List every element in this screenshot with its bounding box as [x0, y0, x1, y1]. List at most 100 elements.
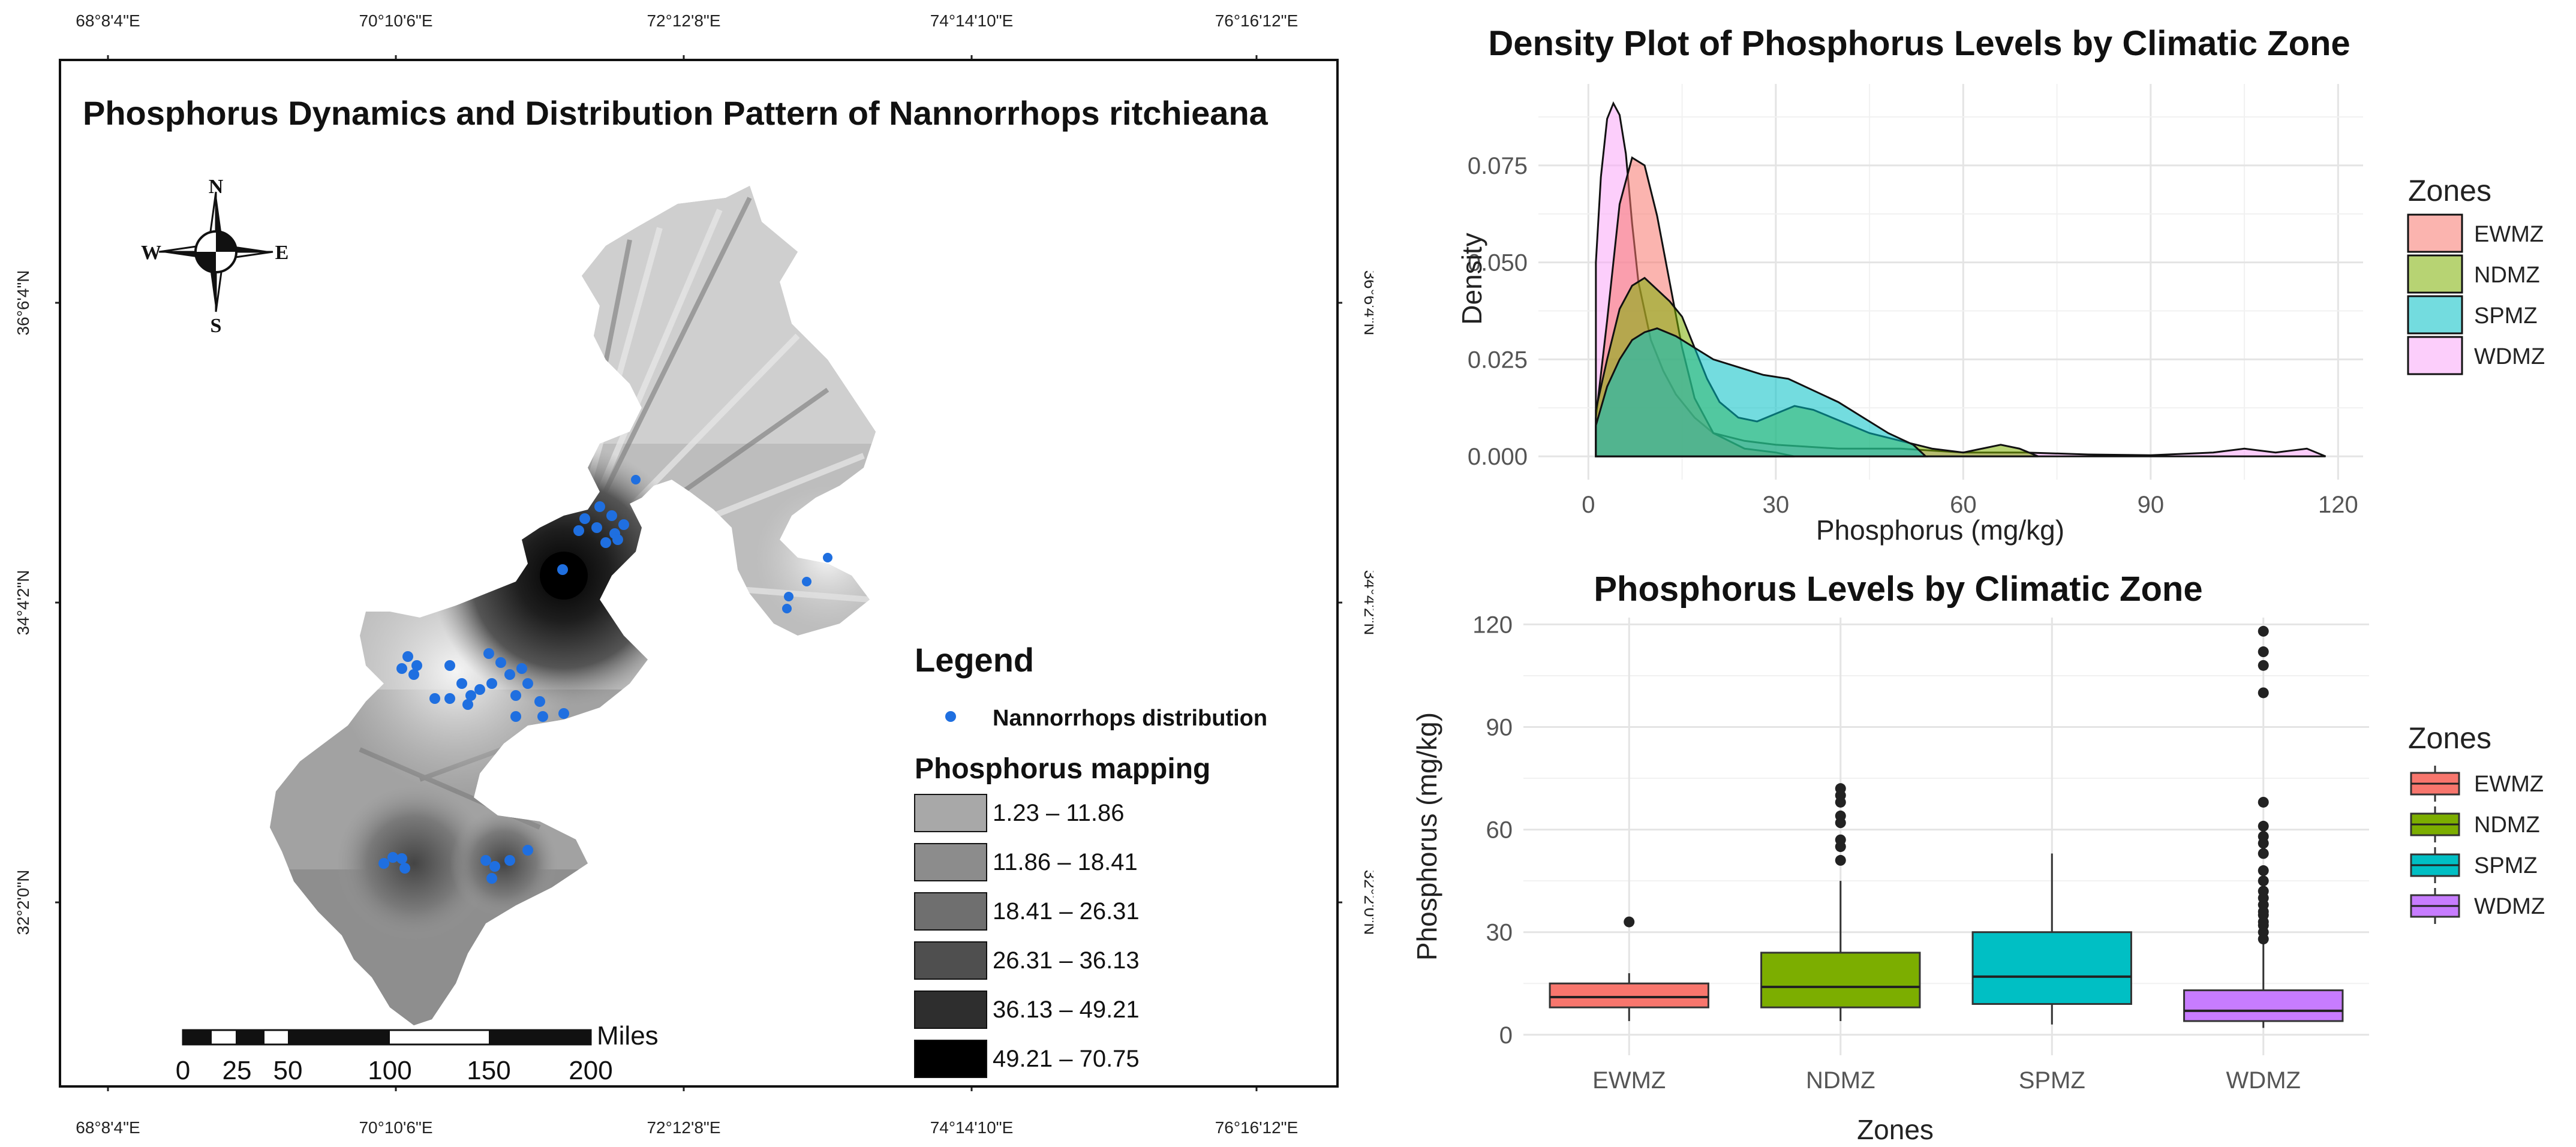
- density-areas: [1595, 101, 2326, 457]
- outlier-wdmz-17: [2258, 660, 2269, 671]
- outlier-ndmz-4: [1835, 810, 1846, 821]
- outlier-ndmz-2: [1835, 834, 1846, 845]
- boxplot-xtick-spmz: SPMZ: [2019, 1067, 2085, 1094]
- compass-w: W: [141, 242, 161, 264]
- boxplot-xtick-ewmz: EWMZ: [1592, 1067, 1666, 1094]
- class-label-5: 36.13 – 49.21: [993, 997, 1140, 1023]
- class-label-1: 1.23 – 11.86: [993, 800, 1124, 826]
- top-coord-4: 74°14'10"E: [930, 11, 1014, 30]
- scale-bar: Miles 0 25 50 100 150 200: [176, 1021, 659, 1085]
- class-label-2: 11.86 – 18.41: [993, 849, 1138, 875]
- boxplot-legend: EWMZ NDMZ SPMZ WDMZ: [2410, 766, 2545, 924]
- outlier-wdmz-14: [2258, 820, 2269, 832]
- density-xtick-30: 30: [1763, 492, 1790, 518]
- box-ndmz: [1760, 952, 1921, 1008]
- bottom-longitude-labels: 68°8'4"E 70°10'6"E 72°12'8"E 74°14'10"E …: [76, 1118, 1298, 1137]
- left-latitude-labels: 36°6'4"N 34°4'2"N 32°2'0"N: [14, 270, 32, 935]
- compass-n: N: [209, 176, 224, 198]
- boxplot-legend-label-ewmz: EWMZ: [2474, 772, 2544, 797]
- density-ytick-2: 0.050: [1468, 250, 1528, 276]
- density-legend-label-ndmz: NDMZ: [2474, 263, 2540, 288]
- outlier-wdmz-9: [2258, 875, 2269, 887]
- class-label-6: 49.21 – 70.75: [993, 1046, 1140, 1072]
- right-lat-3: 32°2'0"N: [1361, 870, 1373, 935]
- top-coord-2: 70°10'6"E: [359, 11, 432, 30]
- density-legend-title: Zones: [2408, 174, 2491, 207]
- density-x-axis-title: Phosphorus (mg/kg): [1816, 514, 2064, 546]
- density-legend-swatch-wdmz: [2407, 336, 2463, 375]
- bottom-coord-4: 74°14'10"E: [930, 1118, 1014, 1137]
- scale-label-200: 200: [569, 1056, 612, 1085]
- outlier-wdmz-10: [2258, 865, 2269, 877]
- left-lat-1: 36°6'4"N: [14, 270, 32, 336]
- box-wdmz: [2183, 989, 2344, 1022]
- outlier-wdmz-8: [2258, 886, 2269, 897]
- boxplot-ytick-0: 0: [1499, 1022, 1513, 1049]
- density-y-axis-title: Density: [1456, 233, 1487, 324]
- density-legend-swatch-ewmz: [2407, 213, 2463, 253]
- boxplot-chart: Phosphorus Levels by Climatic Zone EWMZ N…: [1411, 570, 2545, 1145]
- top-coord-5: 76°16'12"E: [1215, 11, 1298, 30]
- class-label-3: 18.41 – 26.31: [993, 898, 1140, 925]
- boxplot-y-axis-title: Phosphorus (mg/kg): [1411, 712, 1442, 961]
- bottom-coord-2: 70°10'6"E: [359, 1118, 432, 1137]
- class-label-4: 26.31 – 36.13: [993, 947, 1140, 974]
- density-legend-label-spmz: SPMZ: [2474, 303, 2538, 329]
- density-legend-swatch-ndmz: [2407, 254, 2463, 294]
- top-longitude-labels: 68°8'4"E 70°10'6"E 72°12'8"E 74°14'10"E …: [76, 11, 1298, 30]
- scale-label-50: 50: [273, 1056, 303, 1085]
- boxplot-x-axis-title: Zones: [1857, 1114, 1934, 1145]
- boxplot-boxes: [1549, 625, 2344, 1028]
- boxplot-legend-title: Zones: [2408, 721, 2491, 755]
- outlier-wdmz-13: [2258, 831, 2269, 842]
- scale-label-25: 25: [223, 1056, 252, 1085]
- right-lat-1: 36°6'4"N: [1361, 270, 1373, 336]
- boxplot-plot-area: [1523, 618, 2369, 1055]
- class-swatch-3: [914, 892, 987, 931]
- bottom-coord-3: 72°12'8"E: [647, 1118, 720, 1137]
- bottom-coord-5: 76°16'12"E: [1215, 1118, 1298, 1137]
- density-xtick-120: 120: [2318, 492, 2358, 518]
- top-coord-1: 68°8'4"E: [76, 11, 140, 30]
- phosphorus-map-panel: 68°8'4"E 70°10'6"E 72°12'8"E 74°14'10"E …: [14, 11, 1373, 1137]
- density-tick-labels: 0 30 60 90 120 0.000 0.025 0.050 0.075: [1468, 153, 2358, 518]
- north-arrow-icon: N S E W: [141, 176, 288, 337]
- outlier-wdmz-16: [2258, 687, 2269, 699]
- boxplot-tick-labels: EWMZ NDMZ SPMZ WDMZ 0 30 60 90 120: [1472, 612, 2301, 1094]
- boxplot-ytick-120: 120: [1472, 612, 1513, 638]
- map-title: Phosphorus Dynamics and Distribution Pat…: [83, 94, 1269, 132]
- class-swatch-1: [914, 794, 987, 832]
- boxplot-legend-label-spmz: SPMZ: [2474, 853, 2538, 878]
- boxplot-xtick-ndmz: NDMZ: [1806, 1067, 1875, 1094]
- density-chart-title: Density Plot of Phosphorus Levels by Cli…: [1488, 24, 2350, 63]
- distribution-label: Nannorrhops distribution: [993, 706, 1267, 731]
- boxplot-ytick-30: 30: [1486, 920, 1513, 946]
- distribution-marker: [945, 711, 956, 722]
- outlier-wdmz-15: [2258, 796, 2269, 808]
- density-chart: Density Plot of Phosphorus Levels by Cli…: [1456, 24, 2545, 546]
- mapping-title: Phosphorus mapping: [915, 753, 1210, 785]
- scale-label-100: 100: [368, 1056, 411, 1085]
- compass-s: S: [211, 315, 222, 337]
- density-xtick-60: 60: [1950, 492, 1977, 518]
- class-swatch-6: [914, 1040, 987, 1078]
- boxplot-gridlines: [1523, 618, 2369, 1055]
- density-xtick-90: 90: [2138, 492, 2165, 518]
- density-ytick-1: 0.025: [1468, 347, 1528, 373]
- boxplot-legend-label-wdmz: WDMZ: [2474, 894, 2545, 919]
- outlier-wdmz-11: [2258, 848, 2269, 859]
- density-xtick-0: 0: [1582, 492, 1595, 518]
- box-ewmz: [1549, 982, 1709, 1008]
- nannorrhops-points: [378, 475, 832, 884]
- map-legend: Legend Nannorrhops distribution Phosphor…: [914, 641, 1267, 1078]
- class-swatch-4: [914, 941, 987, 980]
- outlier-wdmz-18: [2258, 646, 2269, 658]
- phosphorus-class-legend: 1.23 – 11.86 11.86 – 18.41 18.41 – 26.31 26…: [914, 794, 1140, 1078]
- boxplot-chart-title: Phosphorus Levels by Climatic Zone: [1594, 570, 2202, 609]
- class-swatch-5: [914, 991, 987, 1029]
- density-ytick-0: 0.000: [1468, 444, 1528, 470]
- left-lat-2: 34°4'2"N: [14, 570, 32, 636]
- scale-label-150: 150: [467, 1056, 510, 1085]
- outlier-ndmz-7: [1835, 783, 1846, 794]
- left-lat-3: 32°2'0"N: [14, 870, 32, 935]
